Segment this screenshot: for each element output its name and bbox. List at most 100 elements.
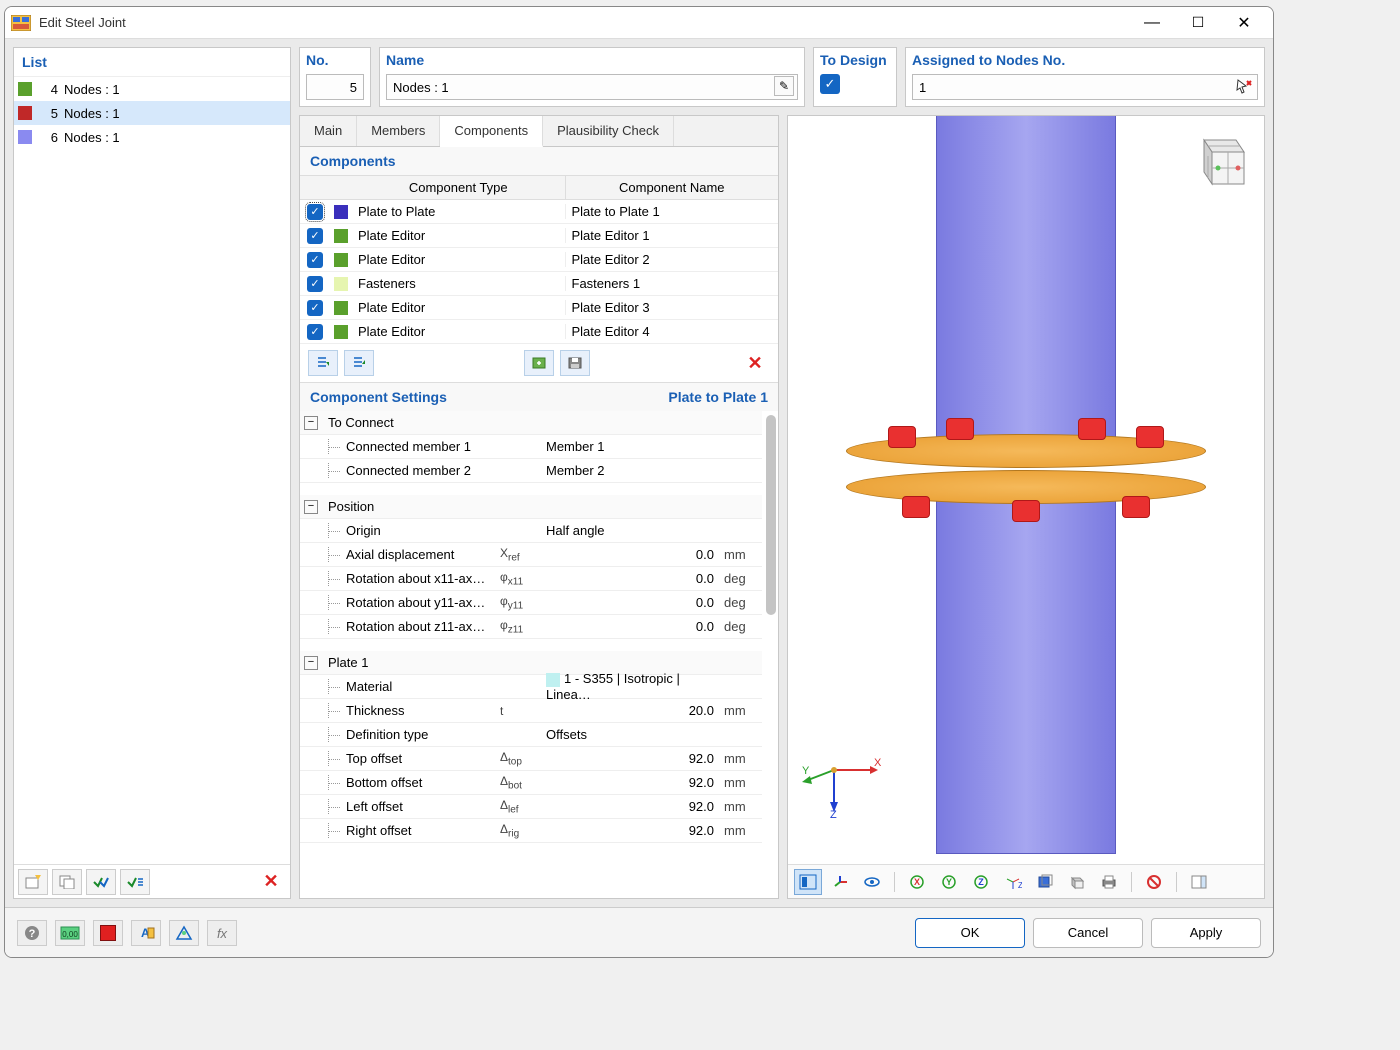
view-mode-icon[interactable] [794,869,822,895]
cube-icon[interactable] [1063,869,1091,895]
units-button[interactable]: 0,00 [55,920,85,946]
help-button[interactable]: ? [17,920,47,946]
group-header[interactable]: −To Connect [300,411,762,435]
apply-button[interactable]: Apply [1151,918,1261,948]
settings-row[interactable]: Rotation about y11-ax…φy110.0deg [300,591,762,615]
settings-row[interactable]: Left offsetΔlef92.0mm [300,795,762,819]
no-panel: No. [299,47,371,107]
tab-main[interactable]: Main [300,116,357,146]
list-item[interactable]: 5 Nodes : 1 [14,101,290,125]
row-checkbox[interactable]: ✓ [307,252,323,268]
settings-row[interactable]: Material1 - S355 | Isotropic | Linea… [300,675,762,699]
svg-text:Y: Y [802,765,810,777]
function-button[interactable]: fx [207,920,237,946]
settings-row[interactable]: Bottom offsetΔbot92.0mm [300,771,762,795]
settings-row[interactable]: Rotation about z11-ax…φz110.0deg [300,615,762,639]
save-button[interactable] [560,350,590,376]
collapse-icon[interactable]: − [304,500,318,514]
component-name: Plate Editor 4 [565,324,779,339]
reset-icon[interactable] [1140,869,1168,895]
row-unit: mm [720,823,762,838]
settings-row[interactable]: OriginHalf angle [300,519,762,543]
check-all-button[interactable] [86,869,116,895]
collapse-icon[interactable]: − [304,416,318,430]
y-axis-icon[interactable]: Y [935,869,963,895]
graphics-button[interactable] [169,920,199,946]
list-item[interactable]: 4 Nodes : 1 [14,77,290,101]
name-input[interactable] [386,74,798,100]
cancel-button[interactable]: Cancel [1033,918,1143,948]
component-row[interactable]: ✓ Fasteners Fasteners 1 [300,272,778,296]
row-value: 0.0 [544,595,720,610]
move-down-button[interactable] [344,350,374,376]
color-swatch-icon [334,277,348,291]
minimize-button[interactable]: — [1129,7,1175,39]
maximize-button[interactable]: ☐ [1175,7,1221,39]
row-checkbox[interactable]: ✓ [307,228,323,244]
delete-component-button[interactable]: ✕ [740,350,770,376]
uncheck-all-button[interactable] [120,869,150,895]
color-button[interactable] [93,920,123,946]
axes-icon[interactable] [826,869,854,895]
component-row[interactable]: ✓ Plate to Plate Plate to Plate 1 [300,200,778,224]
component-row[interactable]: ✓ Plate Editor Plate Editor 2 [300,248,778,272]
print-icon[interactable] [1095,869,1123,895]
no-input[interactable] [306,74,364,100]
pick-nodes-icon[interactable] [1234,76,1254,96]
row-checkbox[interactable]: ✓ [307,204,323,220]
settings-row[interactable]: Top offsetΔtop92.0mm [300,747,762,771]
settings-row[interactable]: Connected member 1Member 1 [300,435,762,459]
eye-icon[interactable] [858,869,886,895]
assigned-nodes-input[interactable] [912,74,1258,100]
edit-name-icon[interactable]: ✎ [774,76,794,96]
row-checkbox[interactable]: ✓ [307,300,323,316]
settings-row[interactable]: Axial displacementXref0.0mm [300,543,762,567]
row-checkbox[interactable]: ✓ [307,324,323,340]
text-tool-button[interactable]: A [131,920,161,946]
settings-row[interactable]: Definition typeOffsets [300,723,762,747]
delete-item-button[interactable]: ✕ [256,869,286,895]
to-design-checkbox[interactable]: ✓ [820,74,840,94]
row-symbol: Δrig [500,822,544,839]
panel-icon[interactable] [1185,869,1213,895]
move-up-button[interactable] [308,350,338,376]
component-type: Fasteners [352,276,565,291]
settings-row[interactable]: Thicknesst20.0mm [300,699,762,723]
svg-text:Z: Z [830,809,837,818]
close-button[interactable]: ✕ [1221,7,1267,39]
component-row[interactable]: ✓ Plate Editor Plate Editor 3 [300,296,778,320]
collapse-icon[interactable]: − [304,656,318,670]
scrollbar-thumb[interactable] [766,415,776,615]
import-button[interactable] [524,350,554,376]
list-item[interactable]: 6 Nodes : 1 [14,125,290,149]
x-axis-icon[interactable]: X [903,869,931,895]
z-axis-icon[interactable]: Z [967,869,995,895]
tab-components[interactable]: Components [440,116,543,147]
main-split: MainMembersComponentsPlausibility Check … [299,115,1265,899]
dialog-window: Edit Steel Joint — ☐ ✕ List 4 Nodes : 1 … [4,6,1274,958]
view-cube-icon[interactable] [1188,128,1252,192]
component-row[interactable]: ✓ Plate Editor Plate Editor 4 [300,320,778,344]
new-item-button[interactable] [18,869,48,895]
copy-item-button[interactable] [52,869,82,895]
settings-row[interactable]: Right offsetΔrig92.0mm [300,819,762,843]
tab-plausibility-check[interactable]: Plausibility Check [543,116,674,146]
iso-icon[interactable]: Z [999,869,1027,895]
group-header[interactable]: −Position [300,495,762,519]
settings-tree[interactable]: −To ConnectConnected member 1Member 1Con… [300,411,778,898]
joint-list[interactable]: 4 Nodes : 1 5 Nodes : 1 6 Nodes : 1 [14,77,290,864]
box-icon[interactable] [1031,869,1059,895]
settings-row[interactable]: Connected member 2Member 2 [300,459,762,483]
group-title: Position [328,499,374,514]
row-checkbox[interactable]: ✓ [307,276,323,292]
to-design-label: To Design [820,52,890,68]
row-value: 92.0 [544,799,720,814]
component-row[interactable]: ✓ Plate Editor Plate Editor 1 [300,224,778,248]
row-label: Top offset [300,751,500,766]
3d-viewport[interactable]: X Y Z [788,116,1264,864]
settings-row[interactable]: Rotation about x11-ax…φx110.0deg [300,567,762,591]
tab-members[interactable]: Members [357,116,440,146]
ok-button[interactable]: OK [915,918,1025,948]
row-value: 0.0 [544,619,720,634]
row-label: Rotation about z11-ax… [300,619,500,634]
